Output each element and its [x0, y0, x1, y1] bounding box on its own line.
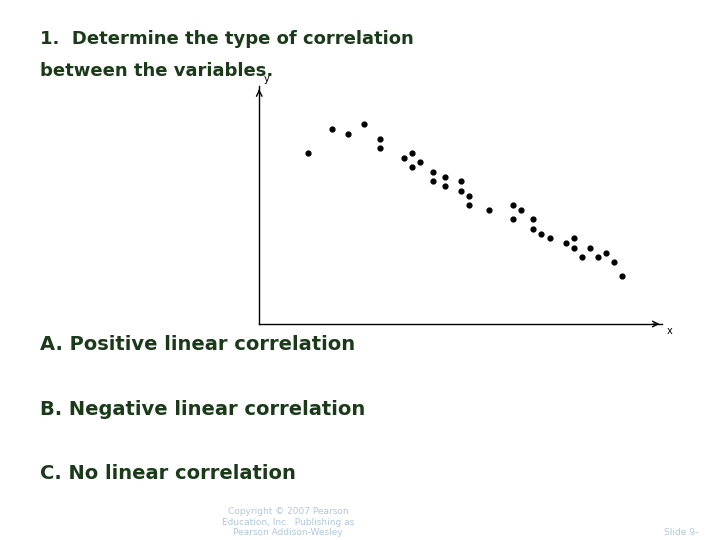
Text: y: y	[264, 74, 269, 84]
Text: Slide 9-: Slide 9-	[664, 528, 698, 537]
Point	[342, 130, 354, 138]
Point	[592, 253, 603, 262]
Point	[544, 234, 555, 243]
Point	[508, 215, 519, 224]
Point	[536, 230, 547, 238]
Text: x: x	[667, 326, 672, 336]
Point	[528, 225, 539, 233]
Point	[568, 244, 580, 252]
Point	[407, 163, 418, 172]
Point	[483, 206, 495, 214]
Point	[427, 167, 438, 176]
Point	[359, 120, 370, 129]
Point	[374, 134, 386, 143]
Point	[399, 153, 410, 162]
Point	[463, 191, 474, 200]
Point	[516, 206, 527, 214]
Text: C. No linear correlation: C. No linear correlation	[40, 464, 295, 483]
Text: Copyright © 2007 Pearson
Education, Inc.  Publishing as
Pearson Addison-Wesley: Copyright © 2007 Pearson Education, Inc.…	[222, 508, 354, 537]
Point	[600, 248, 612, 257]
Text: 1.  Determine the type of correlation: 1. Determine the type of correlation	[40, 30, 413, 48]
Point	[455, 177, 467, 186]
Point	[302, 148, 313, 157]
Point	[455, 187, 467, 195]
Point	[415, 158, 426, 167]
Point	[326, 125, 338, 133]
Point	[576, 253, 588, 262]
Point	[407, 148, 418, 157]
Point	[463, 201, 474, 210]
Text: A. Positive linear correlation: A. Positive linear correlation	[40, 335, 355, 354]
Point	[608, 258, 620, 267]
Point	[508, 201, 519, 210]
Point	[616, 272, 628, 281]
Point	[560, 239, 572, 247]
Point	[528, 215, 539, 224]
Text: between the variables.: between the variables.	[40, 62, 273, 80]
Point	[374, 144, 386, 152]
Point	[439, 182, 451, 191]
Point	[584, 244, 595, 252]
Point	[427, 177, 438, 186]
Point	[568, 234, 580, 243]
Point	[439, 172, 451, 181]
Text: B. Negative linear correlation: B. Negative linear correlation	[40, 400, 365, 419]
